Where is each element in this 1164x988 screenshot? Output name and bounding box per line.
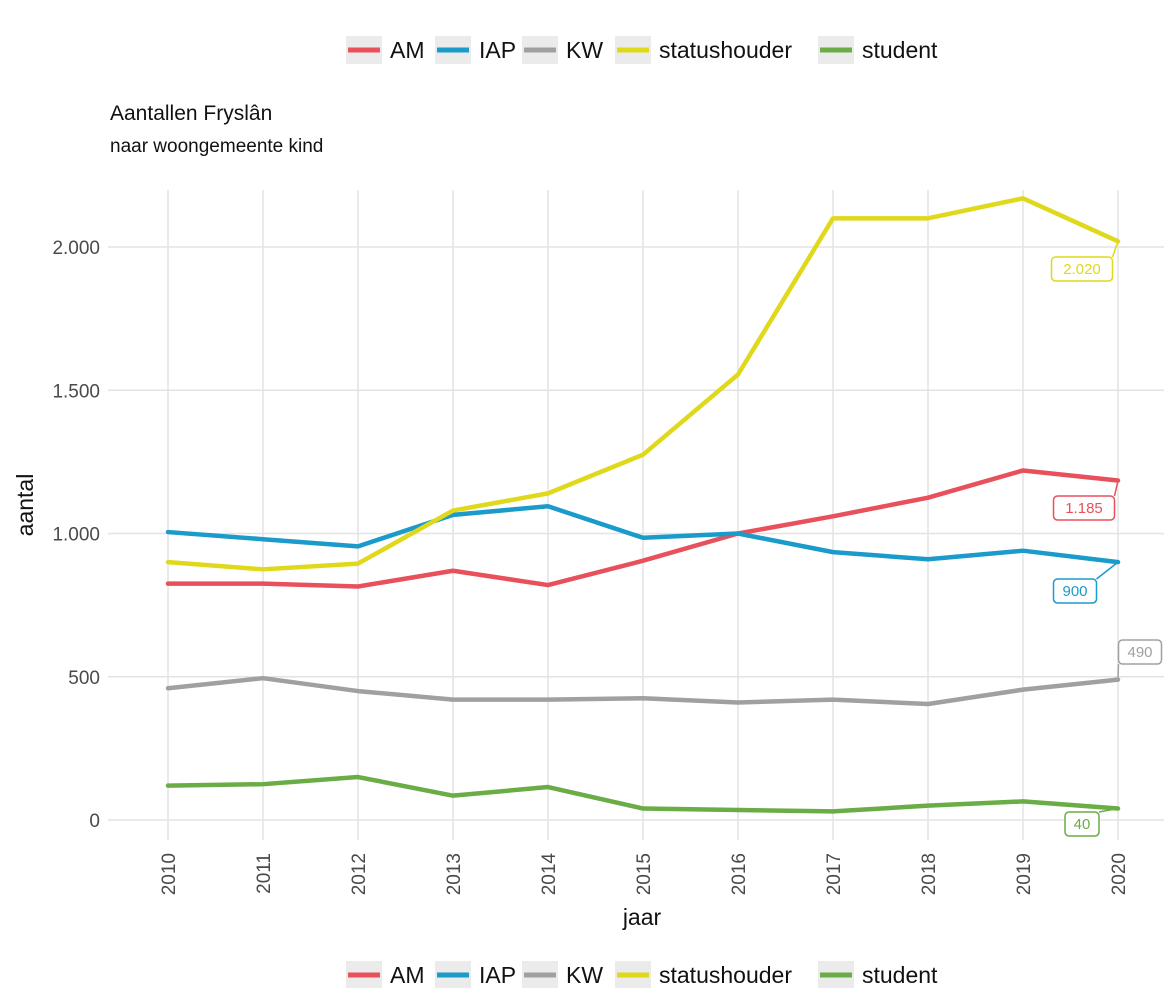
series-line-student (165, 774, 1121, 814)
y-tick-label: 1.000 (52, 525, 100, 546)
y-tick-label: 2.000 (52, 238, 100, 259)
chart-title: Aantallen Fryslân (110, 102, 272, 125)
legend-item-am: AM (346, 36, 425, 64)
legend-bottom: AM IAP KW statushouder student (346, 961, 938, 988)
end-label-connector (1113, 480, 1119, 497)
end-label-text: 900 (1062, 583, 1087, 600)
end-label-text: 490 (1127, 644, 1152, 661)
x-tick-label: 2011 (254, 853, 275, 894)
end-label-statushouder: 2.020 (1050, 241, 1119, 282)
end-label-box (1117, 639, 1163, 665)
legend-label: IAP (479, 962, 516, 988)
end-label-text: 40 (1074, 816, 1091, 833)
x-tick-label: 2010 (159, 853, 180, 895)
y-tick-label: 1.500 (52, 381, 100, 402)
x-tick-label: 2013 (444, 853, 465, 895)
x-tick-label: 2014 (539, 853, 560, 896)
end-label-box (1050, 256, 1114, 282)
x-tick-label: 2018 (919, 853, 940, 895)
end-label-student: 40 (1064, 807, 1119, 837)
end-label-connector (1096, 561, 1119, 580)
legend-item-kw: KW (522, 36, 603, 64)
x-tick-label: 2012 (349, 853, 370, 895)
legend-item-am: AM (346, 961, 425, 988)
legend-item-kw: KW (522, 961, 603, 988)
series-line-kw (165, 675, 1121, 707)
legend-label: statushouder (659, 37, 792, 63)
end-label-text: 1.185 (1065, 500, 1103, 517)
x-tick-label: 2020 (1109, 853, 1130, 895)
end-label-connector (1117, 663, 1120, 680)
series-line-am (165, 468, 1121, 589)
legend-label: IAP (479, 37, 516, 63)
legend-item-student: student (818, 36, 938, 64)
legend-item-iap: IAP (435, 961, 516, 988)
end-label-box (1064, 811, 1100, 837)
x-tick-label: 2015 (634, 853, 655, 895)
legend-item-iap: IAP (435, 36, 516, 64)
end-label-iap: 900 (1052, 561, 1119, 604)
x-tick-label: 2016 (729, 853, 750, 895)
x-tick-label: 2017 (824, 853, 845, 895)
legend-label: statushouder (659, 962, 792, 988)
y-tick-label: 500 (68, 668, 100, 689)
end-label-am: 1.185 (1052, 480, 1119, 521)
end-label-box (1052, 495, 1116, 521)
end-label-box (1052, 578, 1098, 604)
x-axis-title: jaar (622, 904, 662, 930)
series-line-statushouder (165, 196, 1121, 572)
end-label-connector (1111, 241, 1119, 258)
end-label-text: 2.020 (1063, 261, 1101, 278)
end-label-kw: 490 (1117, 639, 1163, 680)
legend-label: student (862, 37, 938, 63)
legend-label: KW (566, 962, 603, 988)
legend-item-statushouder: statushouder (615, 36, 792, 64)
legend-top: AM IAP KW statushouder student (346, 36, 938, 64)
end-label-connector (1098, 807, 1119, 813)
legend-label: AM (390, 37, 425, 63)
chart-subtitle: naar woongemeente kind (110, 136, 323, 157)
legend-label: student (862, 962, 938, 988)
series-line-iap (165, 504, 1121, 565)
x-tick-label: 2019 (1014, 853, 1035, 895)
y-tick-label: 0 (89, 811, 100, 832)
legend-item-statushouder: statushouder (615, 961, 792, 988)
y-axis-title: aantal (12, 474, 38, 537)
legend-item-student: student (818, 961, 938, 988)
legend-label: AM (390, 962, 425, 988)
legend-label: KW (566, 37, 603, 63)
